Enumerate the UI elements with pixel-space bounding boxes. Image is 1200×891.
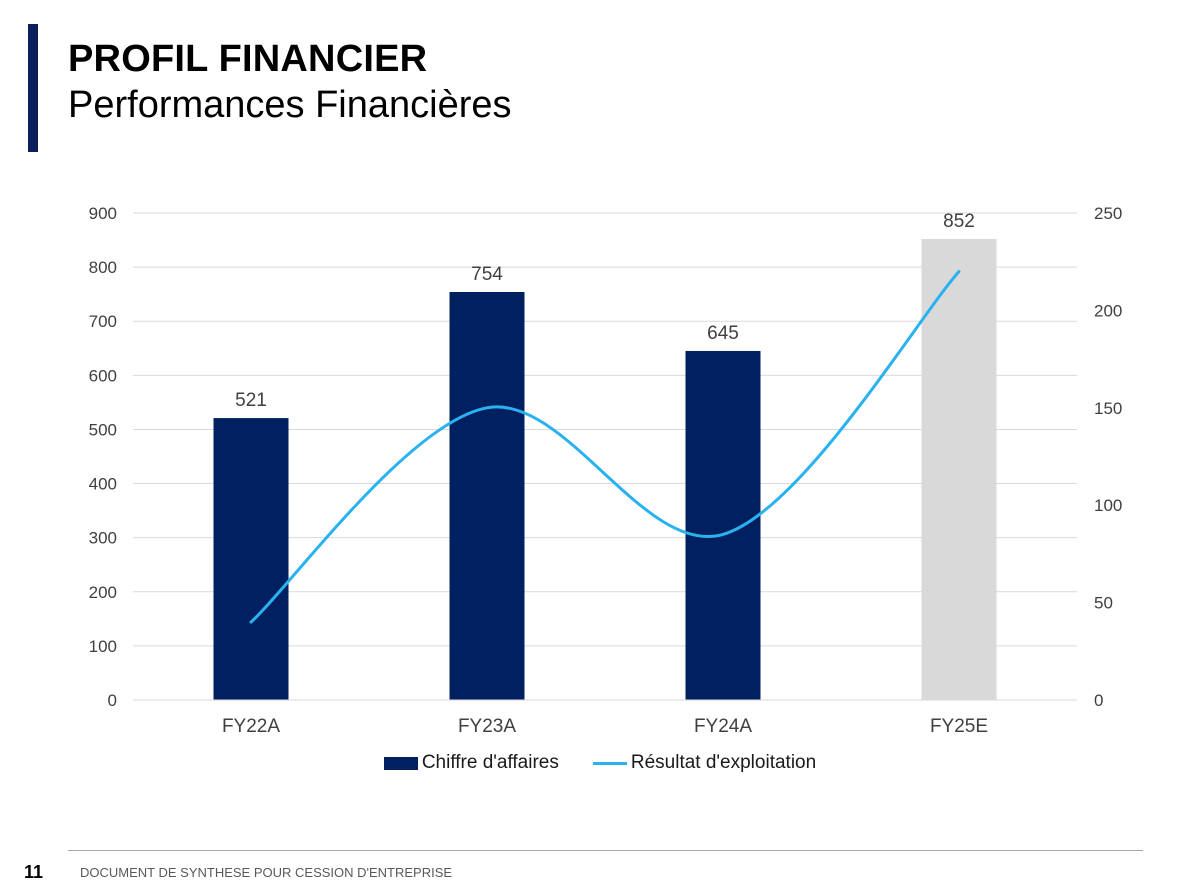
- legend-item-bar: Chiffre d'affaires: [383, 752, 559, 774]
- bar: [213, 418, 289, 700]
- y-right-tick-label: 0: [1094, 691, 1103, 710]
- bar-data-label: 754: [471, 264, 503, 285]
- y-right-tick-label: 250: [1094, 204, 1122, 223]
- line-series: [249, 269, 961, 624]
- bar: [921, 238, 997, 700]
- legend-swatch-line: [592, 761, 627, 765]
- y-left-tick-label: 900: [89, 204, 117, 223]
- bar-data-label: 521: [235, 390, 267, 411]
- footer-divider: [68, 850, 1143, 851]
- bar: [685, 350, 761, 700]
- title-accent-bar: [28, 24, 38, 152]
- legend-label-bar: Chiffre d'affaires: [421, 752, 559, 773]
- y-left-tick-label: 0: [108, 691, 117, 710]
- legend-item-line: Résultat d'exploitation: [592, 752, 817, 774]
- y-left-tick-label: 400: [89, 475, 117, 494]
- page-number: 11: [24, 862, 44, 882]
- y-right-tick-label: 150: [1094, 399, 1122, 418]
- page-subtitle: Performances Financières: [68, 84, 512, 126]
- footer-text: DOCUMENT DE SYNTHESE POUR CESSION D'ENTR…: [80, 865, 453, 880]
- y-left-tick-label: 800: [89, 258, 117, 277]
- x-tick-label: FY24A: [694, 716, 752, 737]
- x-tick-label: FY23A: [458, 716, 516, 737]
- x-tick-label: FY25E: [930, 716, 988, 737]
- y-left-tick-label: 100: [89, 637, 117, 656]
- y-right-tick-label: 50: [1094, 594, 1113, 613]
- y-left-tick-label: 200: [89, 583, 117, 602]
- y-left-tick-label: 700: [89, 312, 117, 331]
- bar: [449, 292, 525, 700]
- bar-data-label: 645: [707, 323, 739, 344]
- legend-swatch-bar: [383, 756, 418, 770]
- y-left-tick-label: 500: [89, 420, 117, 439]
- y-left-tick-label: 600: [89, 366, 117, 385]
- bar-data-label: 852: [943, 211, 975, 232]
- x-tick-label: FY22A: [222, 716, 280, 737]
- page-title: PROFIL FINANCIER: [68, 38, 428, 80]
- y-left-tick-label: 300: [89, 529, 117, 548]
- legend-label-line: Résultat d'exploitation: [630, 752, 817, 773]
- chart-legend: Chiffre d'affaires Résultat d'exploitati…: [0, 752, 1200, 774]
- y-right-tick-label: 100: [1094, 496, 1122, 515]
- y-right-tick-label: 200: [1094, 301, 1122, 320]
